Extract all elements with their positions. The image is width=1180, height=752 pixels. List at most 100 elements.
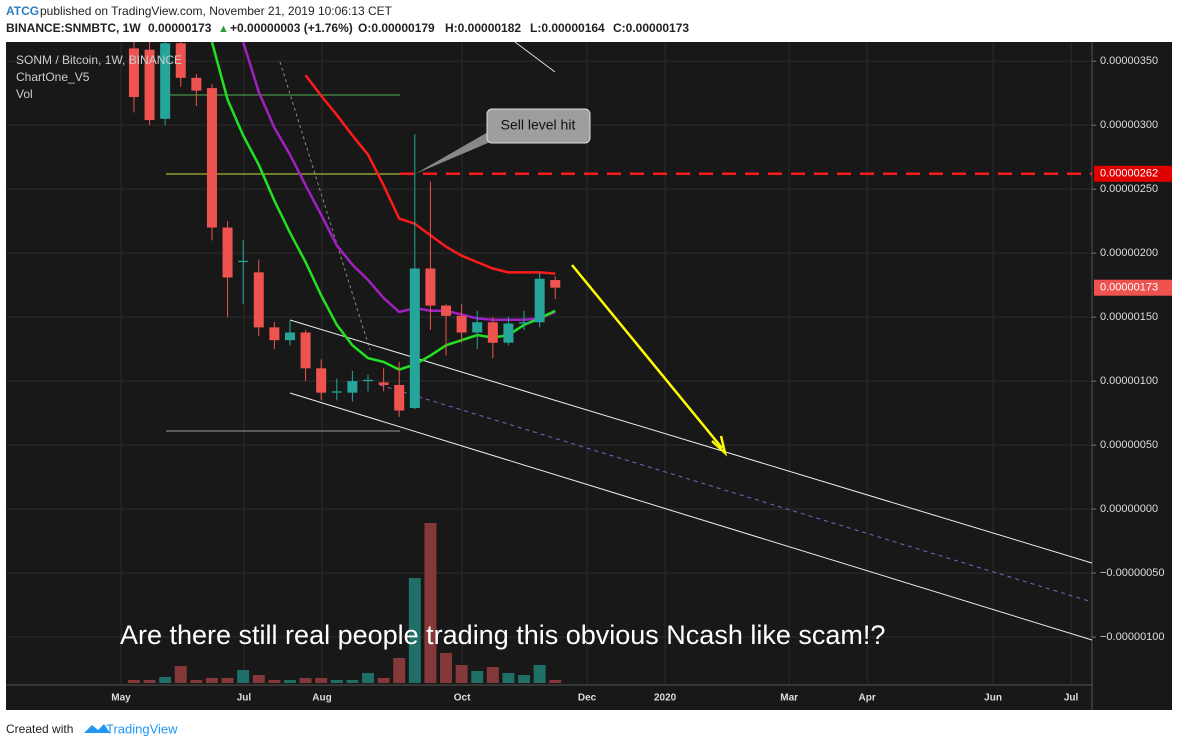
logo (84, 724, 110, 733)
arrow-line (571, 264, 723, 449)
legend-entry: ChartOne_V5 (16, 70, 90, 84)
volume-bar (143, 680, 156, 683)
candle-body (534, 278, 545, 323)
volume-bar (315, 678, 328, 683)
change: +0.00000003 (+1.76%) (230, 21, 353, 35)
candle-body (191, 77, 202, 91)
arrow-head (711, 435, 728, 457)
high: H:0.00000182 (445, 21, 521, 35)
footer-created: Created with (6, 722, 73, 736)
x-tick-label: Aug (312, 693, 331, 704)
volume-bar (252, 675, 265, 683)
candle-body (550, 280, 561, 288)
indicator-line (241, 42, 556, 321)
caption: Are there still real people trading this… (120, 620, 885, 650)
volume-bar (237, 670, 250, 683)
y-tick-label: 0.00000250 (1100, 183, 1158, 195)
volume-bar (377, 678, 390, 683)
channel-line (289, 392, 1092, 641)
volume-bar (362, 673, 374, 683)
x-tick-label: Jun (984, 693, 1002, 704)
low: L:0.00000164 (530, 21, 605, 35)
last: 0.00000173 (148, 21, 212, 35)
candle-body (128, 48, 139, 98)
price-marker-label: 0.00000262 (1100, 168, 1158, 180)
volume-bar (408, 578, 421, 683)
footer-brand: TradingView (106, 721, 178, 736)
volume-bar (424, 523, 437, 683)
price-marker-label: 0.00000173 (1100, 282, 1158, 294)
candle-body (456, 315, 467, 333)
callout-text: Sell level hit (501, 117, 576, 133)
published: published on TradingView.com, November 2… (40, 4, 393, 18)
volume-bar (221, 678, 234, 683)
candle-body (472, 322, 483, 333)
callout-box (486, 108, 591, 144)
candle-body (300, 332, 311, 369)
candle-body (175, 43, 186, 78)
open: O:0.00000179 (358, 21, 435, 35)
candle-body (206, 88, 217, 228)
y-tick-label: 0.00000350 (1100, 55, 1158, 67)
volume-bar (346, 680, 359, 683)
volume-bar (518, 675, 531, 683)
volume-bar (283, 680, 296, 683)
callout: Sell level hit (415, 108, 591, 174)
y-tick-label: 0.00000300 (1100, 119, 1158, 131)
volume-bar (330, 680, 343, 683)
candle-body (409, 268, 420, 408)
y-tick-label: 0.00000000 (1100, 503, 1158, 515)
candle-body (441, 305, 452, 316)
candle-body (269, 327, 280, 341)
x-tick-label: Dec (578, 693, 597, 704)
candle-body (144, 49, 155, 121)
volume-bar (127, 680, 140, 683)
candle-body (238, 260, 249, 263)
volume-bar (190, 680, 203, 683)
volume-bar (159, 677, 172, 683)
x-tick-label: Oct (454, 693, 471, 704)
volume-bar (440, 653, 453, 683)
volume-bar (393, 658, 406, 683)
candle-body (253, 272, 264, 328)
x-tick-label: Mar (780, 693, 798, 704)
x-tick-label: May (111, 693, 131, 704)
candle-body (394, 384, 405, 411)
volume-bar (268, 680, 281, 683)
indicator-line (210, 42, 556, 371)
x-tick-label: 2020 (654, 693, 677, 704)
header: ATCG published on TradingView.com, Novem… (6, 4, 689, 35)
volume-bar (502, 673, 515, 683)
candle-body (425, 268, 436, 306)
x-tick-label: Apr (859, 693, 876, 704)
x-tick-label: Jul (1064, 693, 1079, 704)
candle-body (487, 322, 498, 343)
author: ATCG (6, 4, 39, 18)
candle-body (363, 379, 373, 382)
candle-body (222, 227, 233, 278)
x-tick-label: Jul (237, 693, 252, 704)
legend-entry: Vol (16, 87, 33, 101)
volume-bar (471, 671, 484, 683)
candle-body (519, 322, 530, 324)
volume-bar (533, 665, 546, 683)
volume-bar (205, 678, 218, 683)
candle-body (378, 382, 389, 385)
y-tick-label: 0.00000200 (1100, 247, 1158, 259)
candle-body (347, 381, 358, 393)
y-tick-label: 0.00000150 (1100, 311, 1158, 323)
callout-pointer (415, 128, 495, 174)
candle-body (316, 368, 327, 393)
y-tick-label: −0.00000100 (1100, 631, 1165, 643)
volume-bar (455, 665, 468, 683)
y-tick-label: 0.00000100 (1100, 375, 1158, 387)
volume-bar (299, 678, 312, 683)
volume-bar (549, 680, 562, 683)
volume-bar (174, 666, 187, 683)
y-tick-label: −0.00000050 (1100, 567, 1165, 579)
price-marker (1094, 279, 1172, 296)
candle-body (160, 43, 171, 119)
close: C:0.00000173 (613, 21, 689, 35)
